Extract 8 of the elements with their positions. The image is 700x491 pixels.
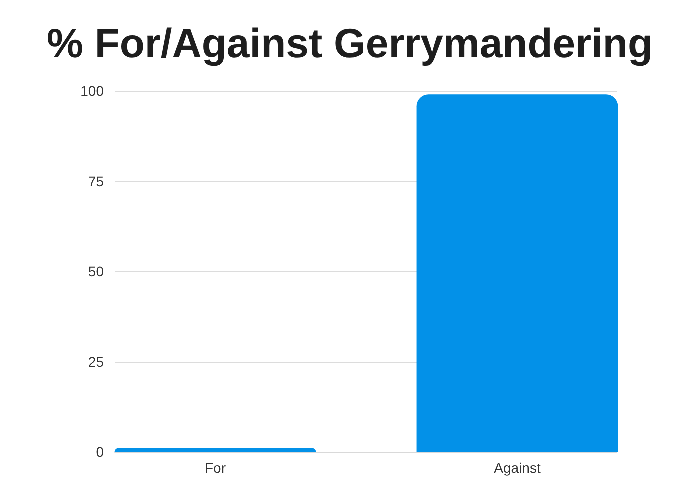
- y-tick-label: 50: [88, 264, 104, 280]
- x-tick-label: For: [205, 460, 226, 476]
- y-tick-label: 0: [96, 444, 104, 460]
- y-tick-label: 25: [88, 354, 104, 370]
- y-tick-label: 100: [80, 83, 104, 99]
- x-tick-label: Against: [494, 460, 541, 476]
- chart-title: % For/Against Gerrymandering: [46, 20, 654, 66]
- y-tick-label: 75: [88, 173, 104, 190]
